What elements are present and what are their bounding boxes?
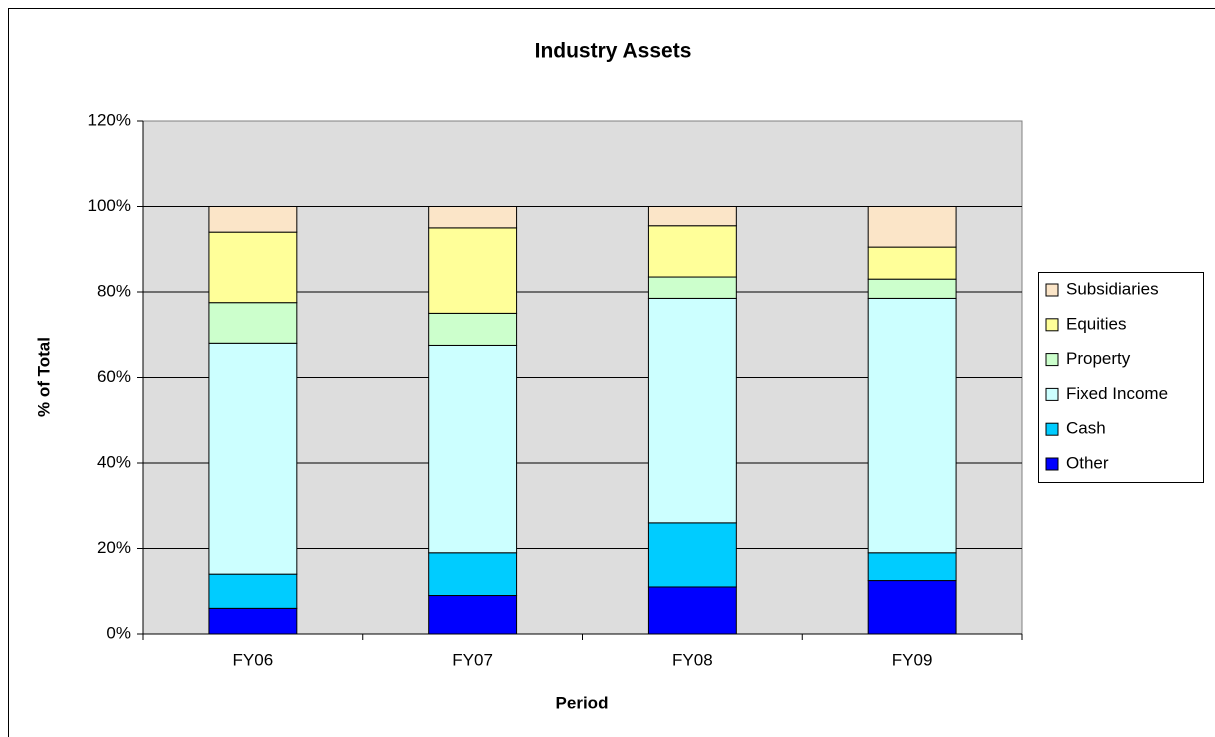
bar-segment: [428, 312, 518, 346]
legend-label: Subsidiaries: [1066, 279, 1159, 298]
y-tick-label: 60%: [97, 367, 131, 386]
bar-segment: [208, 206, 298, 233]
x-tick-label: FY08: [672, 650, 713, 669]
y-tick-label: 100%: [88, 196, 131, 215]
legend-label: Cash: [1066, 419, 1106, 438]
bar-segment: [647, 276, 737, 299]
bar-segment: [867, 246, 957, 280]
bar-segment: [647, 522, 737, 588]
legend-swatch: [1045, 318, 1059, 332]
bar-segment: [428, 595, 518, 635]
bar-segment: [867, 278, 957, 299]
legend-label: Property: [1066, 349, 1131, 368]
bar-segment: [647, 206, 737, 227]
bar-segment: [647, 297, 737, 524]
bar-segment: [208, 573, 298, 609]
bar-segment: [208, 231, 298, 304]
legend-label: Other: [1066, 453, 1109, 472]
bar-segment: [208, 342, 298, 575]
x-tick-label: FY07: [452, 650, 493, 669]
legend-swatch: [1045, 353, 1059, 367]
bar-segment: [208, 607, 298, 635]
y-axis-title: % of Total: [34, 337, 53, 417]
legend-label: Fixed Income: [1066, 384, 1168, 403]
legend-swatch: [1045, 387, 1059, 401]
legend: [1038, 272, 1204, 483]
bar-segment: [647, 225, 737, 278]
bar-segment: [867, 297, 957, 554]
legend-swatch: [1045, 283, 1059, 297]
x-axis-title: Period: [556, 693, 609, 712]
chart-title: Industry Assets: [535, 40, 692, 63]
bar-segment: [208, 302, 298, 344]
bar-segment: [867, 580, 957, 635]
y-tick-label: 120%: [88, 110, 131, 129]
legend-swatch: [1045, 422, 1059, 436]
bar-segment: [428, 552, 518, 597]
legend-label: Equities: [1066, 314, 1126, 333]
bar-segment: [867, 552, 957, 582]
legend-swatch: [1045, 457, 1059, 471]
y-tick-label: 0%: [106, 623, 131, 642]
y-tick-label: 40%: [97, 452, 131, 471]
y-tick-label: 80%: [97, 281, 131, 300]
bar-segment: [867, 206, 957, 248]
x-tick-label: FY06: [233, 650, 274, 669]
x-tick-label: FY09: [892, 650, 933, 669]
bar-segment: [428, 206, 518, 229]
y-tick-label: 20%: [97, 538, 131, 557]
bar-segment: [428, 344, 518, 554]
bar-segment: [647, 586, 737, 635]
bar-segment: [428, 227, 518, 314]
